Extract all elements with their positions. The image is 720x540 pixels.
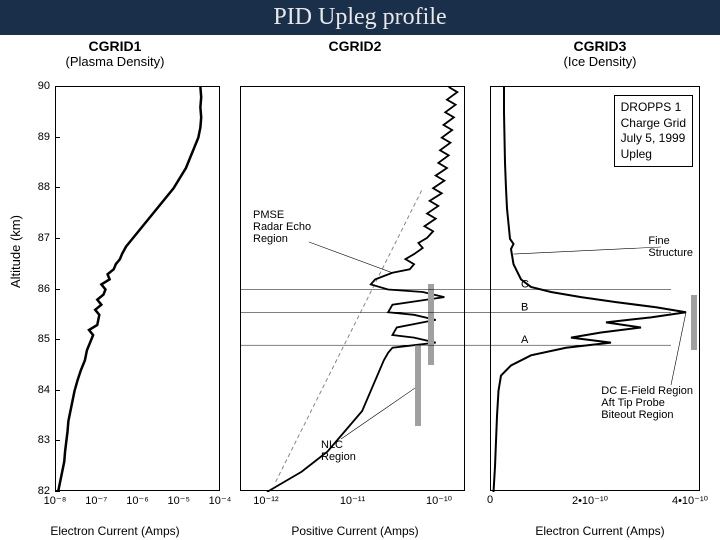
- xtick: 4•10⁻¹⁰: [672, 494, 708, 507]
- plot2-area: PMSERadar EchoRegion NLCRegion: [240, 86, 465, 491]
- xtick: 10⁻⁴: [209, 494, 232, 507]
- svg-text:B: B: [521, 301, 528, 313]
- panel3-xlabel: Electron Current (Amps): [480, 524, 720, 538]
- annot-dc-efield: DC E-Field RegionAft Tip ProbeBiteout Re…: [601, 385, 693, 421]
- plot-panels: CGRID1 (Plasma Density) Altitude (km) 82…: [0, 38, 720, 540]
- panel2-subtitle: [230, 54, 480, 69]
- annot-fine-structure: FineStructure: [648, 235, 693, 259]
- slide-title: PID Upleg profile: [0, 0, 720, 35]
- grey-bar: [691, 295, 697, 351]
- xtick: 10⁻¹²: [253, 494, 278, 507]
- grey-bar: [415, 345, 421, 426]
- annot-nlc: NLCRegion: [321, 439, 356, 463]
- info-box: DROPPS 1Charge GridJuly 5, 1999Upleg: [614, 95, 693, 167]
- panel3-subtitle: (Ice Density): [480, 54, 720, 69]
- xtick: 10⁻⁸: [44, 494, 67, 507]
- ytick: 84: [30, 384, 50, 396]
- panel2-xlabel: Positive Current (Amps): [230, 524, 480, 538]
- panel1-xlabel: Electron Current (Amps): [0, 524, 230, 538]
- svg-text:A: A: [521, 334, 529, 346]
- plot3-area: CBA DROPPS 1Charge GridJuly 5, 1999Upleg…: [490, 86, 700, 491]
- plot1-area: [55, 86, 220, 491]
- panel2-title: CGRID2: [230, 38, 480, 54]
- panel1-subtitle: (Plasma Density): [0, 54, 230, 69]
- xtick: 2•10⁻¹⁰: [572, 494, 608, 507]
- panel-cgrid3: CGRID3 (Ice Density) CBA DROPPS 1Charge …: [480, 38, 720, 540]
- xtick: 10⁻⁵: [167, 494, 190, 507]
- panel1-title: CGRID1: [0, 38, 230, 54]
- panel-cgrid2: CGRID2 PMSERadar EchoRegion NLCRegion 10…: [230, 38, 480, 540]
- annot-pmse: PMSERadar EchoRegion: [253, 209, 311, 245]
- xtick: 10⁻¹⁰: [426, 494, 452, 507]
- xtick: 0: [487, 494, 493, 506]
- ytick: 85: [30, 333, 50, 345]
- xtick: 10⁻⁶: [126, 494, 149, 507]
- panel1-trace: [56, 87, 221, 492]
- ytick: 86: [30, 283, 50, 295]
- ytick: 89: [30, 131, 50, 143]
- ytick: 87: [30, 232, 50, 244]
- xtick: 10⁻¹¹: [340, 494, 365, 507]
- xtick: 10⁻⁷: [85, 494, 107, 507]
- y-axis-label: Altitude (km): [8, 215, 23, 288]
- ytick: 90: [30, 80, 50, 92]
- grey-bar: [428, 284, 434, 365]
- ytick: 88: [30, 181, 50, 193]
- panel3-title: CGRID3: [480, 38, 720, 54]
- panel-cgrid1: CGRID1 (Plasma Density) Altitude (km) 82…: [0, 38, 230, 540]
- ytick: 83: [30, 434, 50, 446]
